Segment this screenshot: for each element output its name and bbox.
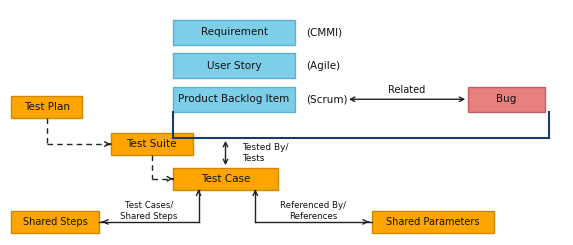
FancyBboxPatch shape: [111, 133, 193, 155]
Text: Shared Parameters: Shared Parameters: [386, 217, 480, 227]
Text: Test Cases/
Shared Steps: Test Cases/ Shared Steps: [120, 201, 178, 221]
FancyBboxPatch shape: [372, 211, 493, 233]
Text: User Story: User Story: [207, 61, 261, 71]
FancyBboxPatch shape: [11, 211, 99, 233]
Text: Referenced By/
References: Referenced By/ References: [280, 201, 347, 221]
FancyBboxPatch shape: [173, 168, 278, 190]
FancyBboxPatch shape: [173, 20, 295, 45]
Text: (Scrum): (Scrum): [307, 94, 348, 104]
Text: (Agile): (Agile): [307, 61, 340, 71]
Text: Shared Steps: Shared Steps: [23, 217, 88, 227]
Text: Tested By/
Tests: Tested By/ Tests: [242, 143, 289, 163]
Text: Bug: Bug: [496, 94, 517, 104]
Text: Test Plan: Test Plan: [23, 102, 70, 112]
FancyBboxPatch shape: [468, 86, 545, 112]
Text: Product Backlog Item: Product Backlog Item: [178, 94, 289, 104]
Text: Related: Related: [388, 85, 425, 95]
Text: Test Suite: Test Suite: [127, 139, 177, 149]
FancyBboxPatch shape: [173, 86, 295, 112]
Text: Test Case: Test Case: [201, 174, 250, 184]
FancyBboxPatch shape: [173, 53, 295, 78]
Text: Requirement: Requirement: [201, 27, 268, 37]
FancyBboxPatch shape: [11, 96, 82, 118]
Text: (CMMI): (CMMI): [307, 27, 343, 37]
